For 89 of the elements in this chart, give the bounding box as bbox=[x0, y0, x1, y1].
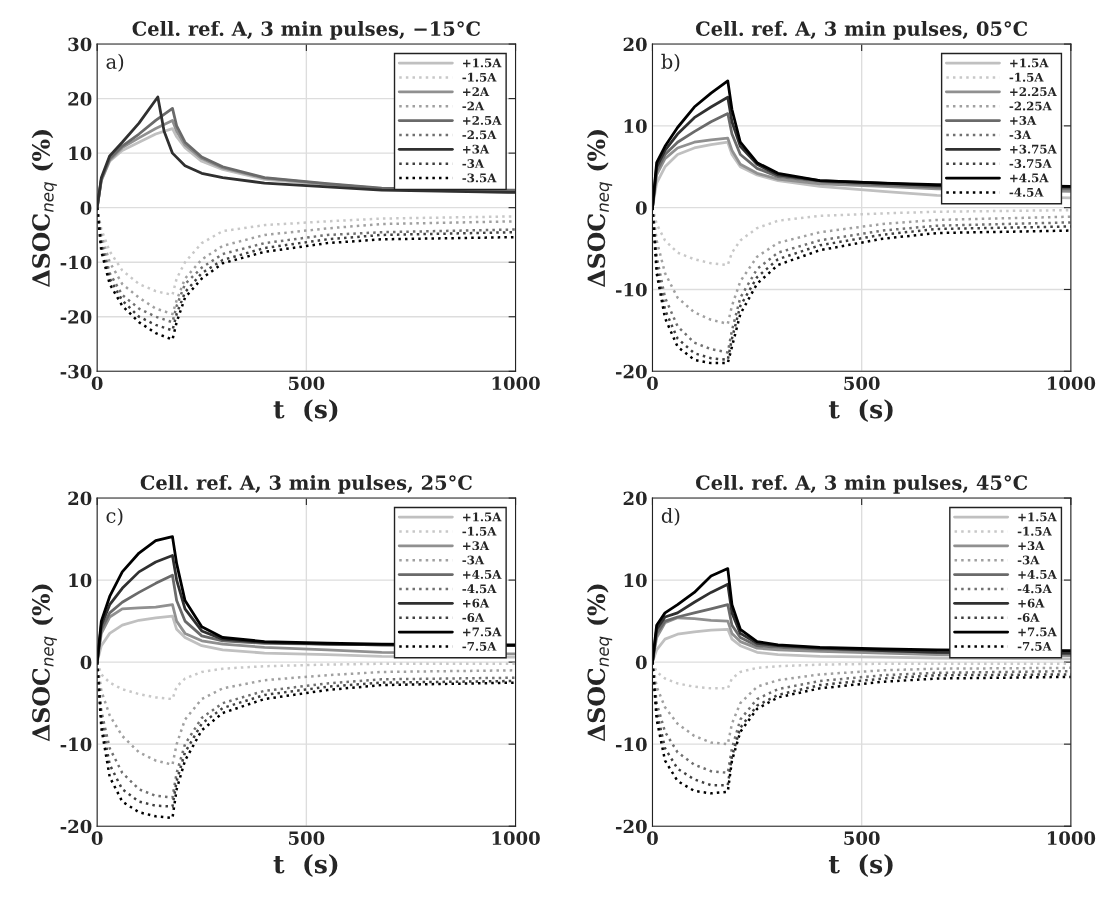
x-tick-label: 500 bbox=[289, 376, 325, 391]
x-tick-label: 0 bbox=[91, 831, 103, 846]
y-tick-label: -10 bbox=[615, 282, 647, 297]
y-tick-label: -10 bbox=[60, 255, 92, 270]
x-tick-label: 1000 bbox=[492, 376, 540, 391]
y-tick-label: 10 bbox=[69, 146, 92, 161]
legend-label: -2A bbox=[462, 101, 485, 111]
y-tick-label: -10 bbox=[615, 737, 647, 752]
y-tick-label: 20 bbox=[68, 491, 92, 506]
annotation: c) bbox=[106, 507, 123, 526]
legend-label: +3A bbox=[463, 541, 490, 551]
legend-label: -6A bbox=[462, 613, 485, 622]
x-tick-label: 1000 bbox=[1047, 831, 1096, 846]
x-tick-label: 500 bbox=[289, 831, 325, 846]
legend-label: +3A bbox=[1018, 541, 1045, 551]
x-tick-label: 500 bbox=[844, 376, 880, 391]
legend-label: +4.5A bbox=[1018, 569, 1057, 579]
y-tick-label: -30 bbox=[60, 364, 92, 379]
legend-label: -1.5A bbox=[462, 526, 497, 536]
x-tick-label: 0 bbox=[91, 376, 103, 391]
x-axis-title: t (s) bbox=[828, 399, 893, 423]
legend-label: -4.5A bbox=[1009, 187, 1044, 197]
y-tick-label: -20 bbox=[60, 310, 92, 324]
legend-label: +7.5A bbox=[463, 627, 502, 637]
y-tick-label: -20 bbox=[615, 819, 647, 834]
y-tick-label: -20 bbox=[615, 364, 647, 379]
legend-label: -4.5A bbox=[462, 584, 497, 594]
chart-title: Cell. ref. A, 3 min pulses, −15°C bbox=[132, 20, 480, 40]
legend-label: +1.5A bbox=[463, 512, 502, 522]
x-tick-label: 1000 bbox=[1047, 376, 1096, 391]
legend-label: -3A bbox=[1017, 555, 1040, 565]
legend-label: -3.5A bbox=[462, 173, 497, 183]
y-tick-label: -10 bbox=[60, 737, 92, 752]
x-axis-title: t (s) bbox=[273, 399, 338, 423]
legend-label: -4.5A bbox=[1017, 584, 1052, 594]
legend-label: +1.5A bbox=[1018, 512, 1057, 522]
chart-title: Cell. ref. A, 3 min pulses, 05°C bbox=[696, 20, 1028, 40]
legend-label: -7.5A bbox=[1017, 641, 1052, 651]
legend-label: +6A bbox=[463, 598, 490, 608]
x-tick-label: 500 bbox=[844, 831, 880, 846]
legend-label: +1.5A bbox=[463, 58, 502, 68]
legend-label: -1.5A bbox=[462, 72, 497, 82]
legend-label: +3.75A bbox=[1010, 144, 1057, 154]
y-axis-title: ΔSOC$_{neq}$ (%) bbox=[31, 130, 57, 287]
x-tick-label: 0 bbox=[647, 831, 658, 846]
legend-label: +7.5A bbox=[1018, 627, 1057, 637]
y-tick-label: 0 bbox=[635, 201, 647, 215]
legend-label: -3A bbox=[462, 159, 485, 168]
annotation: a) bbox=[106, 53, 124, 72]
legend-label: +3A bbox=[463, 144, 490, 154]
y-axis-title: ΔSOC$_{neq}$ (%) bbox=[31, 584, 57, 742]
y-tick-label: 10 bbox=[69, 573, 92, 588]
y-tick-label: 10 bbox=[624, 119, 647, 133]
y-axis-title: ΔSOC$_{neq}$ (%) bbox=[586, 584, 613, 742]
legend-label: +1.5A bbox=[1010, 58, 1049, 68]
y-tick-label: 20 bbox=[623, 37, 647, 52]
annotation: d) bbox=[661, 507, 680, 526]
legend-label: -1.5A bbox=[1017, 526, 1052, 536]
x-axis-title: t (s) bbox=[828, 854, 893, 877]
legend-label: +3A bbox=[1010, 115, 1037, 125]
legend-label: +2.25A bbox=[1010, 87, 1057, 97]
y-tick-label: 0 bbox=[80, 655, 92, 670]
annotation: b) bbox=[661, 53, 680, 72]
y-tick-label: 10 bbox=[624, 573, 647, 588]
y-tick-label: -20 bbox=[60, 819, 92, 834]
legend-label: +4.5A bbox=[1010, 173, 1049, 183]
y-tick-label: 0 bbox=[635, 655, 647, 670]
legend-label: -3A bbox=[1009, 130, 1032, 140]
x-tick-label: 1000 bbox=[492, 831, 540, 846]
legend-label: -2.25A bbox=[1009, 101, 1052, 111]
legend-label: +2.5A bbox=[463, 115, 502, 125]
x-tick-label: 0 bbox=[647, 376, 658, 391]
y-tick-label: 20 bbox=[68, 92, 92, 106]
chart-title: Cell. ref. A, 3 min pulses, 45°C bbox=[696, 474, 1028, 494]
legend-label: -2.5A bbox=[462, 130, 497, 140]
legend-label: -3A bbox=[462, 555, 485, 565]
chart-title: Cell. ref. A, 3 min pulses, 25°C bbox=[140, 474, 472, 494]
x-axis-title: t (s) bbox=[273, 854, 338, 877]
legend-label: +4.5A bbox=[463, 569, 502, 579]
legend-label: +2A bbox=[463, 87, 490, 96]
legend-label: -1.5A bbox=[1009, 72, 1044, 82]
y-axis-title: ΔSOC$_{neq}$ (%) bbox=[586, 130, 613, 287]
legend-label: +6A bbox=[1018, 598, 1045, 608]
y-tick-label: 30 bbox=[68, 37, 92, 52]
y-tick-label: 0 bbox=[80, 201, 92, 215]
legend-label: -3.75A bbox=[1009, 159, 1052, 168]
y-tick-label: 20 bbox=[623, 491, 647, 506]
legend-label: -7.5A bbox=[462, 641, 497, 651]
legend-label: -6A bbox=[1017, 613, 1040, 622]
